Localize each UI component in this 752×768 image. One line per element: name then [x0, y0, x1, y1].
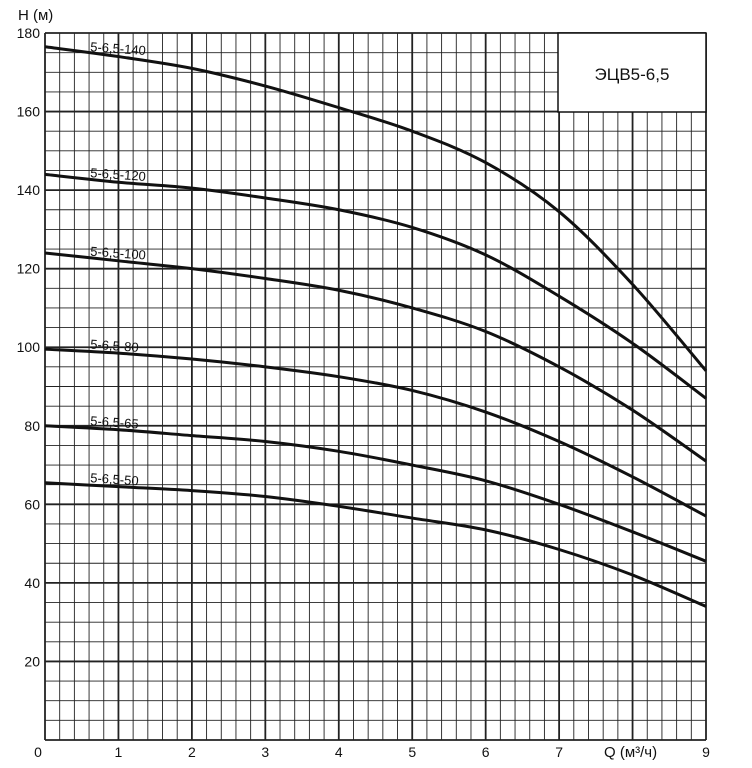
curve-5-6,5-65	[44, 424, 707, 563]
x-tick-label: 9	[702, 744, 710, 760]
tick-labels: 0 1 2 3 4 5 6 7 9 20 40 60 80 100 120 140 160 180	[17, 25, 710, 760]
chart-title: ЭЦВ5-6,5	[595, 65, 670, 84]
curve-5-6,5-80	[44, 347, 707, 518]
curve-5-6,5-120	[44, 172, 707, 400]
curve-label: 5-6,5-65	[90, 413, 139, 431]
title-box: ЭЦВ5-6,5	[557, 32, 707, 113]
y-tick-label: 60	[24, 496, 40, 512]
x-tick-label: 4	[335, 744, 343, 760]
x-tick-label: 5	[408, 744, 416, 760]
y-tick-label: 180	[17, 25, 41, 41]
curve-label: 5-6,5-140	[90, 39, 147, 58]
y-axis-label: H (м)	[18, 7, 53, 24]
curve-label: 5-6,5-100	[90, 244, 147, 263]
x-tick-label: 2	[188, 744, 196, 760]
y-tick-label: 20	[24, 653, 40, 669]
x-tick-label: 1	[115, 744, 123, 760]
curves	[44, 45, 708, 608]
curve-labels: 5-6,5-140 5-6,5-120 5-6,5-100 5-6,5-80 5-6,5…	[90, 39, 147, 488]
x-tick-label: 0	[34, 744, 42, 760]
curve-label: 5-6,5-80	[90, 337, 139, 355]
x-axis-label: Q (м³/ч)	[604, 744, 657, 761]
y-tick-label: 160	[17, 104, 41, 120]
y-tick-label: 80	[24, 418, 40, 434]
curve-label: 5-6,5-120	[90, 165, 147, 184]
y-tick-label: 100	[17, 339, 41, 355]
x-tick-label: 3	[261, 744, 269, 760]
y-tick-label: 120	[17, 261, 41, 277]
curve-5-6,5-100	[44, 251, 707, 463]
curve-5-6,5-140	[44, 45, 708, 372]
y-tick-label: 140	[17, 182, 41, 198]
x-tick-label: 6	[482, 744, 490, 760]
x-tick-label: 7	[555, 744, 563, 760]
grid	[44, 32, 707, 741]
curve-label: 5-6,5-50	[90, 470, 139, 488]
y-tick-label: 40	[24, 575, 40, 591]
curve-5-6,5-50	[44, 481, 707, 608]
